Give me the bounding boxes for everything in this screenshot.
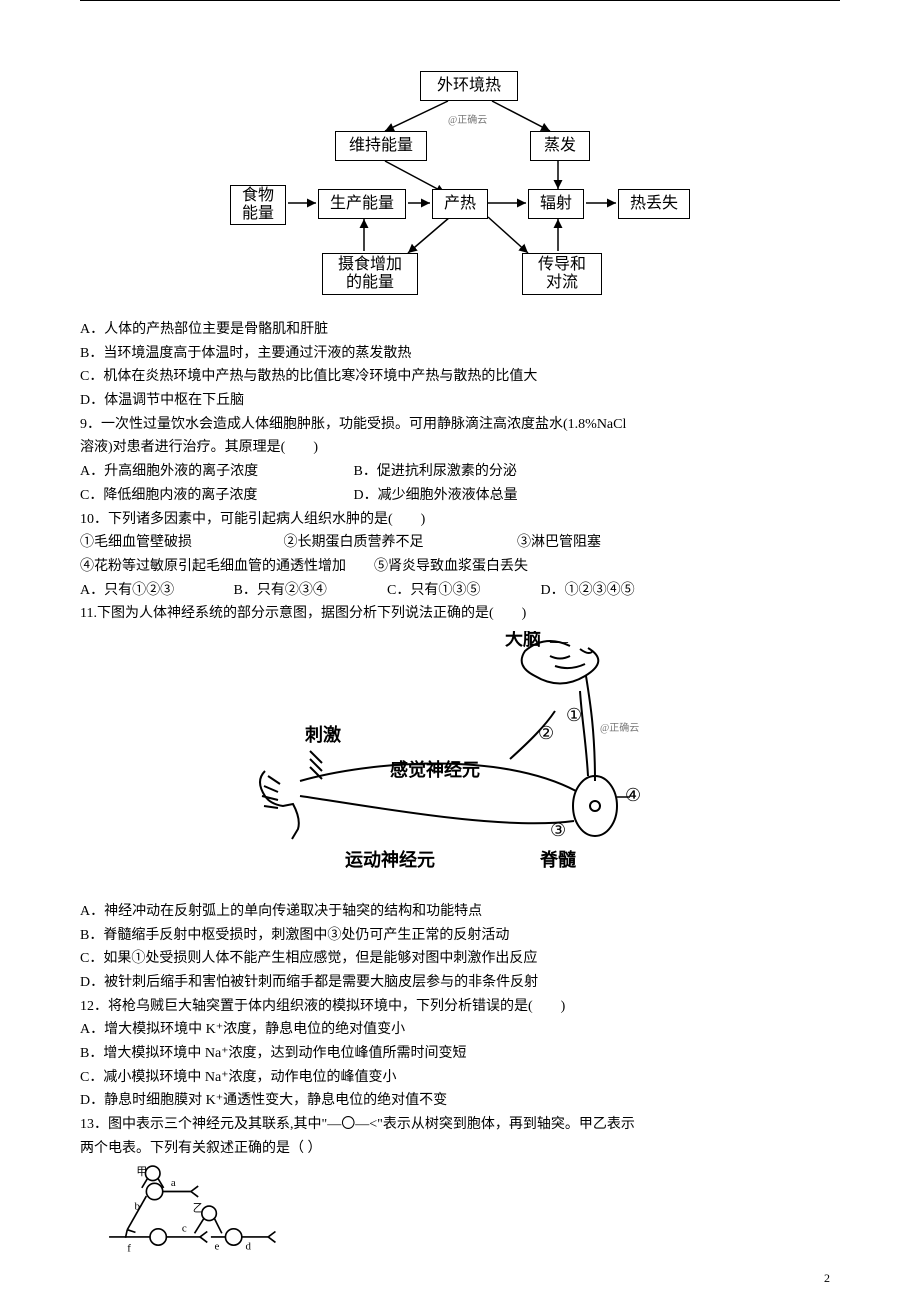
label-f: f — [127, 1242, 131, 1254]
box-radiation: 辐射 — [528, 189, 584, 219]
q10-option-c: C．只有①③⑤ — [387, 580, 537, 602]
box-maintain: 维持能量 — [335, 131, 427, 161]
diagram1-canvas: 外环境热 @正确云 维持能量 蒸发 食物 能量 生产能量 产热 辐射 热丢失 摄… — [230, 71, 690, 301]
label-n1: ① — [566, 705, 582, 725]
diagram-heat-flow: 外环境热 @正确云 维持能量 蒸发 食物 能量 生产能量 产热 辐射 热丢失 摄… — [230, 71, 690, 301]
diagram-nervous-system: 大脑 — 刺激 感觉神经元 运动神经元 脊髓 ① ② ③ ④ @正确云 — [250, 631, 670, 891]
q13-stem-1: 13．图中表示三个神经元及其联系,其中"—〇—<"表示从树突到胞体，再到轴突。甲… — [80, 1114, 840, 1136]
q10-option-b: B．只有②③④ — [234, 580, 384, 602]
q11-option-b: B．脊髓缩手反射中枢受损时，刺激图中③处仍可产生正常的反射活动 — [80, 925, 840, 947]
box-env-heat: 外环境热 — [420, 71, 518, 101]
box-conduction-convection: 传导和 对流 — [522, 253, 602, 295]
label-b: b — [135, 1200, 141, 1212]
q12-option-a: A．增大模拟环境中 K⁺浓度，静息电位的绝对值变小 — [80, 1019, 840, 1041]
label-yi: 乙 — [193, 1201, 204, 1214]
q10-option-d: D．①②③④⑤ — [541, 580, 635, 602]
q10-items-row2: ④花粉等过敏原引起毛细血管的通透性增加 ⑤肾炎导致血浆蛋白丢失 — [80, 556, 840, 578]
diagram3-svg: 甲 乙 a b c d e f — [100, 1164, 300, 1259]
diagram-neurons: 甲 乙 a b c d e f — [100, 1164, 300, 1264]
page-number: 2 — [824, 1271, 830, 1286]
q11-stem: 11.下图为人体神经系统的部分示意图，据图分析下列说法正确的是( ) — [80, 603, 840, 625]
watermark-2: @正确云 — [600, 721, 639, 734]
q12-option-d: D．静息时细胞膜对 K⁺通透性变大，静息电位的绝对值不变 — [80, 1090, 840, 1112]
q9-options-row1: A．升高细胞外液的离子浓度 B．促进抗利尿激素的分泌 — [80, 461, 840, 483]
box-produce-energy: 生产能量 — [318, 189, 406, 219]
q9-stem-1: 9．一次性过量饮水会造成人体细胞肿胀，功能受损。可用静脉滴注高浓度盐水(1.8%… — [80, 414, 840, 436]
label-jia: 甲 — [136, 1166, 147, 1178]
q9-options-row2: C．降低细胞内液的离子浓度 D．减少细胞外液液体总量 — [80, 485, 840, 507]
q12-option-c: C．减小模拟环境中 Na⁺浓度，动作电位的峰值变小 — [80, 1067, 840, 1089]
label-c: c — [182, 1222, 187, 1234]
label-sensory-neuron: 感觉神经元 — [390, 759, 480, 780]
box-food-energy: 食物 能量 — [230, 185, 286, 225]
label-stimulus: 刺激 — [305, 724, 341, 745]
q9-option-c: C．降低细胞内液的离子浓度 — [80, 485, 350, 507]
q10-stem: 10．下列诸多因素中，可能引起病人组织水肿的是( ) — [80, 509, 840, 531]
box-intake-energy: 摄食增加 的能量 — [322, 253, 418, 295]
label-n4: ④ — [625, 785, 641, 805]
watermark-1: @正确云 — [448, 111, 487, 126]
q8-option-b: B．当环境温度高于体温时，主要通过汗液的蒸发散热 — [80, 343, 840, 365]
label-d: d — [245, 1240, 251, 1252]
label-brain: 大脑 — [505, 631, 541, 649]
box-heat-production: 产热 — [432, 189, 488, 219]
q9-stem-2: 溶液)对患者进行治疗。其原理是( ) — [80, 437, 840, 459]
label-spinal-cord: 脊髓 — [539, 849, 577, 870]
q10-item-1: ①毛细血管壁破损 — [80, 532, 280, 554]
q10-option-a: A．只有①②③ — [80, 580, 230, 602]
q11-option-d: D．被针刺后缩手和害怕被针刺而缩手都是需要大脑皮层参与的非条件反射 — [80, 972, 840, 994]
q9-option-d: D．减少细胞外液液体总量 — [354, 485, 518, 507]
box-evaporation: 蒸发 — [530, 131, 590, 161]
q8-option-d: D．体温调节中枢在下丘脑 — [80, 390, 840, 412]
q8-option-c: C．机体在炎热环境中产热与散热的比值比寒冷环境中产热与散热的比值大 — [80, 366, 840, 388]
q12-option-b: B．增大模拟环境中 Na⁺浓度，达到动作电位峰值所需时间变短 — [80, 1043, 840, 1065]
box-heat-loss: 热丢失 — [618, 189, 690, 219]
brain-pointer: — — [549, 631, 569, 651]
q10-item-3: ③淋巴管阻塞 — [517, 532, 601, 554]
q10-options: A．只有①②③ B．只有②③④ C．只有①③⑤ D．①②③④⑤ — [80, 580, 840, 602]
q9-option-a: A．升高细胞外液的离子浓度 — [80, 461, 350, 483]
label-e: e — [215, 1240, 220, 1252]
q10-items-row1: ①毛细血管壁破损 ②长期蛋白质营养不足 ③淋巴管阻塞 — [80, 532, 840, 554]
q10-item-2: ②长期蛋白质营养不足 — [284, 532, 514, 554]
q11-option-a: A．神经冲动在反射弧上的单向传递取决于轴突的结构和功能特点 — [80, 901, 840, 923]
q11-option-c: C．如果①处受损则人体不能产生相应感觉，但是能够对图中刺激作出反应 — [80, 948, 840, 970]
q12-stem: 12．将枪乌贼巨大轴突置于体内组织液的模拟环境中，下列分析错误的是( ) — [80, 996, 840, 1018]
diagram1-arrows — [230, 71, 690, 301]
q8-option-a: A．人体的产热部位主要是骨骼肌和肝脏 — [80, 319, 840, 341]
label-motor-neuron: 运动神经元 — [345, 849, 435, 870]
q13-stem-2: 两个电表。下列有关叙述正确的是（ ） — [80, 1138, 840, 1160]
page: 外环境热 @正确云 维持能量 蒸发 食物 能量 生产能量 产热 辐射 热丢失 摄… — [80, 0, 840, 1294]
label-n3: ③ — [550, 820, 566, 840]
q9-option-b: B．促进抗利尿激素的分泌 — [354, 461, 517, 483]
label-n2: ② — [538, 723, 554, 743]
label-a: a — [171, 1177, 176, 1189]
diagram2-svg: 大脑 — 刺激 感觉神经元 运动神经元 脊髓 ① ② ③ ④ @正确云 — [250, 631, 670, 891]
